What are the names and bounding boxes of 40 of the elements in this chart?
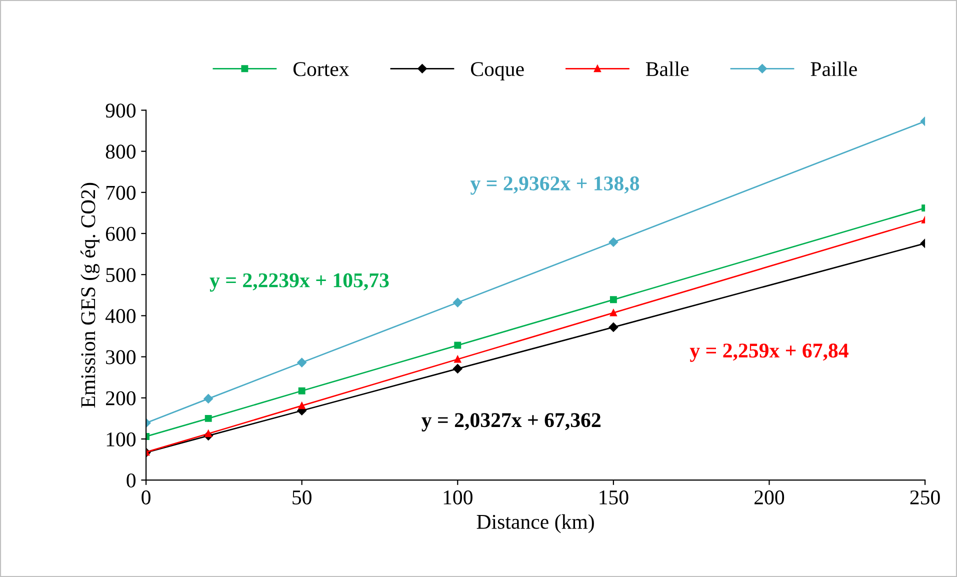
y-tick-label: 0 [126,473,136,488]
y-tick-label: 700 [106,186,136,200]
y-tick-label: 100 [106,432,136,446]
point [453,364,462,374]
point [454,356,462,363]
legend-label: Paille [810,61,857,76]
y-tick-label: 300 [106,350,136,364]
y-tick-label: 900 [106,104,136,118]
y-axis-title: Emission GES (g éq. CO2) [80,182,100,408]
point [204,394,213,404]
y-tick-label: 600 [106,226,136,241]
point [204,430,212,438]
annotation: y = 2,9362x + 138,8 [470,176,640,195]
y-tick-label: 200 [106,391,136,406]
y-tick-label: 400 [105,309,136,324]
point [454,342,462,349]
legend-label: Balle [646,61,689,76]
x-tick-label: 50 [292,490,312,504]
annotation: y = 2,259x + 67,84 [690,344,848,362]
x-tick-label: 100 [444,490,472,504]
point [608,238,618,247]
x-tick-label: 0 [142,490,150,504]
y-tick-label: 800 [106,144,136,159]
point [204,414,212,422]
point [610,296,617,304]
annotation: y = 2,0327x + 67,362 [422,413,600,432]
x-tick-label: 250 [910,490,940,504]
x-tick-label: 150 [600,490,628,504]
point [453,298,462,308]
point [610,309,617,316]
point [298,387,306,394]
x-tick-label: 200 [754,490,784,504]
legend-label: Cortex [293,62,350,76]
point [297,358,306,368]
annotation: y = 2,2239x + 105,73 [210,273,389,292]
y-tick-label: 500 [106,268,136,282]
x-axis-title: Distance (km) [476,514,594,534]
point [298,402,306,410]
point [608,322,618,332]
legend-label: Coque [471,62,524,80]
